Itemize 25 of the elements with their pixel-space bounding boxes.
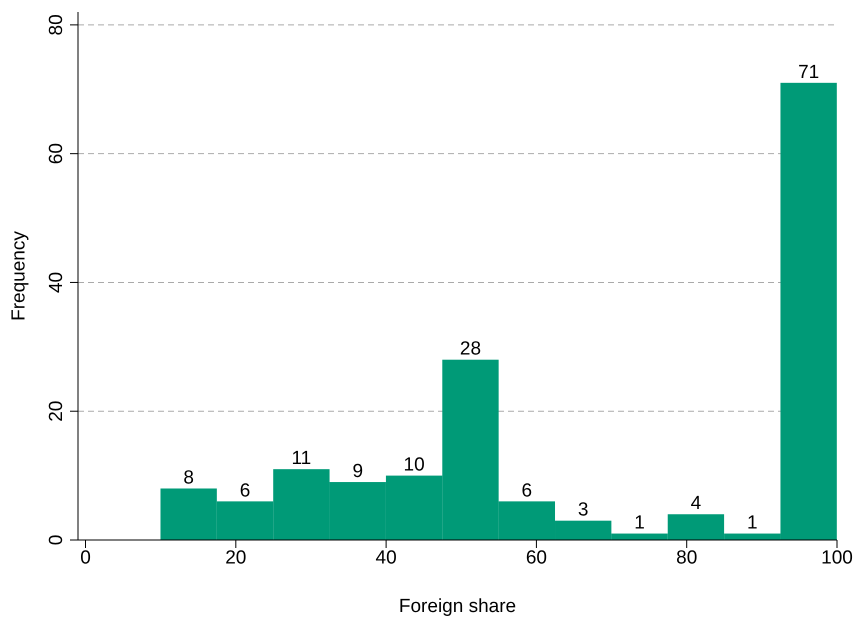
data-label: 1 [746,512,758,534]
data-label: 9 [352,461,364,482]
x-tick-label: 60 [526,547,547,568]
x-tick-label: 100 [821,547,853,568]
data-label: 4 [690,493,702,514]
data-label: 6 [240,480,250,502]
x-tick-label: 0 [80,547,91,568]
data-label: 71 [798,62,820,83]
data-label: 8 [183,467,194,488]
data-label: 10 [404,454,425,476]
data-label: 11 [292,448,312,470]
data-label: 3 [578,500,588,521]
y-axis-title: Frequency [8,230,30,321]
x-axis-title: Foreign share [398,596,516,617]
y-tick-label: 0 [46,534,67,546]
y-tick-label: 20 [46,400,67,422]
y-tick-label: 80 [46,14,67,36]
x-tick-label: 80 [676,547,698,568]
data-label: 6 [522,480,532,502]
y-tick-label: 40 [46,272,67,294]
data-label: 1 [634,512,645,534]
data-label: 28 [460,338,482,360]
x-tick-label: 20 [225,547,246,568]
y-tick-label: 60 [46,143,67,164]
x-tick-label: 40 [376,547,397,568]
